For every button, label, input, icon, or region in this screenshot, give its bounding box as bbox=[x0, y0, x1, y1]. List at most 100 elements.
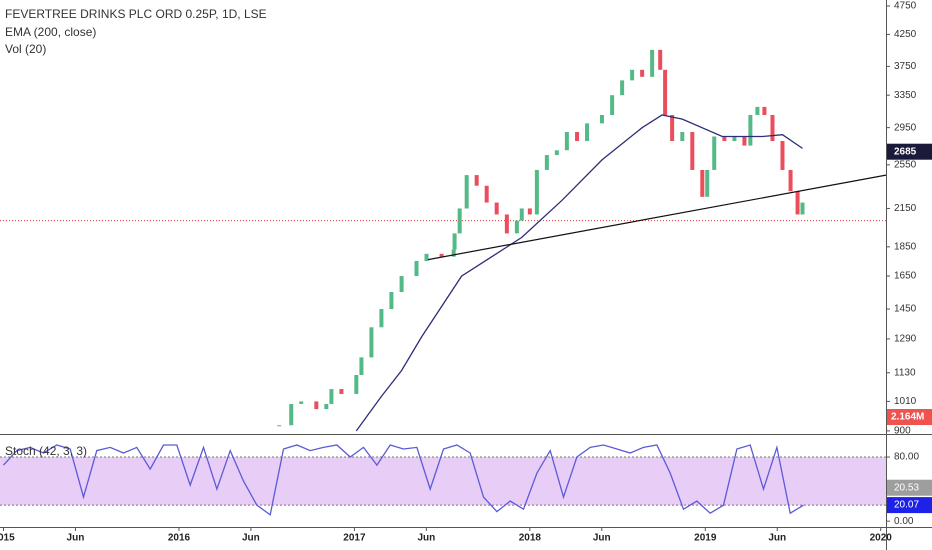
candle bbox=[494, 202, 499, 215]
y-tick-label: 4750 bbox=[894, 1, 917, 12]
candle bbox=[474, 175, 479, 186]
y-tick-label: 4250 bbox=[894, 29, 917, 40]
x-tick-label: Jun bbox=[417, 533, 435, 544]
x-tick-label: Jun bbox=[768, 533, 786, 544]
x-tick-label: Jun bbox=[593, 533, 611, 544]
candle bbox=[354, 375, 359, 394]
candle bbox=[575, 132, 580, 141]
candle bbox=[732, 136, 737, 141]
x-tick-label: 2019 bbox=[694, 533, 717, 544]
candle bbox=[770, 114, 775, 141]
candle bbox=[534, 169, 539, 215]
stoch-y-tick-label: 80.00 bbox=[894, 452, 919, 463]
y-tick-label: 2950 bbox=[894, 122, 917, 133]
candle bbox=[630, 69, 635, 81]
candle bbox=[514, 220, 519, 234]
candle bbox=[742, 136, 747, 146]
y-tick-label: 1130 bbox=[894, 367, 916, 378]
candle bbox=[620, 80, 625, 96]
candle bbox=[451, 249, 456, 257]
candle bbox=[359, 357, 364, 376]
candle bbox=[369, 327, 374, 358]
candle bbox=[755, 106, 760, 115]
candle bbox=[554, 150, 559, 156]
candle bbox=[314, 401, 319, 410]
candle bbox=[339, 389, 344, 394]
candle bbox=[399, 276, 404, 293]
candle bbox=[748, 114, 753, 146]
y-tick-label: 3350 bbox=[894, 90, 917, 101]
candle bbox=[722, 136, 727, 141]
x-tick-label: 2017 bbox=[343, 533, 366, 544]
stoch-value-box bbox=[887, 497, 932, 514]
x-tick-label: 2018 bbox=[519, 533, 542, 544]
x-tick-label: 2016 bbox=[168, 533, 191, 544]
candle bbox=[277, 425, 282, 427]
candle bbox=[640, 69, 645, 77]
stoch-value-box bbox=[887, 479, 932, 496]
candle bbox=[389, 292, 394, 310]
stoch-label: Stoch (42, 3, 3) bbox=[5, 444, 87, 458]
indicator-label: EMA (200, close) bbox=[5, 25, 96, 39]
indicator-label: Vol (20) bbox=[5, 42, 46, 56]
candle bbox=[464, 175, 469, 209]
candle bbox=[795, 191, 800, 215]
stoch-value-label: 20.53 bbox=[894, 482, 919, 493]
candle bbox=[379, 309, 384, 328]
stoch-y-tick-label: 0.00 bbox=[894, 516, 914, 527]
y-tick-label: 1650 bbox=[894, 271, 917, 282]
stoch-band bbox=[0, 457, 886, 506]
ema-price-box bbox=[887, 143, 932, 160]
y-tick-label: 3750 bbox=[894, 61, 917, 72]
candle bbox=[585, 123, 590, 141]
candle bbox=[599, 114, 604, 124]
ema-price-label: 2685 bbox=[894, 146, 917, 157]
y-tick-label: 1010 bbox=[894, 396, 917, 407]
y-tick-label: 1290 bbox=[894, 334, 917, 345]
y-tick-label: 1850 bbox=[894, 241, 917, 252]
chart-title: FEVERTREE DRINKS PLC ORD 0.25P, 1D, LSE bbox=[5, 7, 267, 21]
candle bbox=[670, 114, 675, 141]
candle bbox=[800, 202, 805, 215]
candle bbox=[299, 401, 304, 404]
candle bbox=[650, 49, 655, 77]
candle bbox=[329, 389, 334, 404]
stoch-line bbox=[3, 444, 804, 516]
candle bbox=[788, 169, 793, 192]
candle bbox=[564, 132, 569, 151]
candle bbox=[700, 169, 705, 197]
ema-line bbox=[355, 114, 803, 432]
candle bbox=[544, 155, 549, 170]
candle bbox=[519, 208, 524, 221]
candle bbox=[484, 185, 489, 203]
volume-box bbox=[887, 409, 932, 425]
candle bbox=[712, 136, 717, 170]
trendline bbox=[427, 174, 887, 261]
volume-label: 2.164M bbox=[891, 412, 924, 423]
candle bbox=[324, 403, 329, 410]
candle bbox=[690, 132, 695, 170]
candle bbox=[680, 132, 685, 141]
candle bbox=[658, 49, 663, 70]
candle bbox=[457, 208, 462, 234]
candle bbox=[527, 208, 532, 215]
stoch-value-label: 20.07 bbox=[894, 500, 919, 511]
candle bbox=[424, 253, 429, 262]
candle bbox=[780, 140, 785, 170]
candle bbox=[504, 214, 509, 234]
x-tick-label: 2015 bbox=[0, 533, 15, 544]
y-tick-label: 1450 bbox=[894, 304, 917, 315]
x-tick-label: Jun bbox=[242, 533, 260, 544]
x-tick-label: Jun bbox=[67, 533, 85, 544]
candle bbox=[414, 261, 419, 277]
y-tick-label: 2150 bbox=[894, 203, 917, 214]
candle bbox=[663, 69, 668, 115]
candle bbox=[762, 106, 767, 115]
y-tick-label: 900 bbox=[894, 426, 911, 437]
candle bbox=[610, 95, 615, 115]
candle bbox=[705, 169, 710, 197]
x-tick-label: 2020 bbox=[870, 533, 893, 544]
candle bbox=[452, 233, 457, 250]
candle bbox=[439, 253, 444, 257]
